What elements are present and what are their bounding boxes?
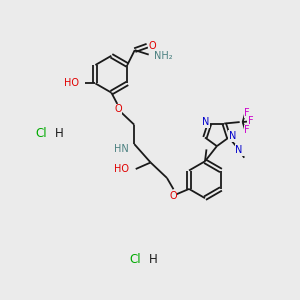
Text: N: N — [236, 145, 243, 155]
Text: Cl: Cl — [129, 254, 141, 266]
Text: NH₂: NH₂ — [154, 51, 173, 61]
Text: N: N — [229, 131, 236, 141]
Text: N: N — [202, 117, 210, 127]
Text: H: H — [55, 127, 64, 140]
Text: O: O — [149, 41, 156, 51]
Text: H: H — [148, 254, 157, 266]
Text: F: F — [248, 116, 254, 126]
Text: Cl: Cl — [36, 127, 47, 140]
Text: O: O — [114, 104, 122, 114]
Text: HO: HO — [114, 164, 129, 174]
Text: HO: HO — [64, 78, 79, 88]
Text: F: F — [244, 125, 250, 135]
Text: F: F — [244, 108, 250, 118]
Text: O: O — [169, 191, 177, 201]
Text: HN: HN — [114, 144, 128, 154]
